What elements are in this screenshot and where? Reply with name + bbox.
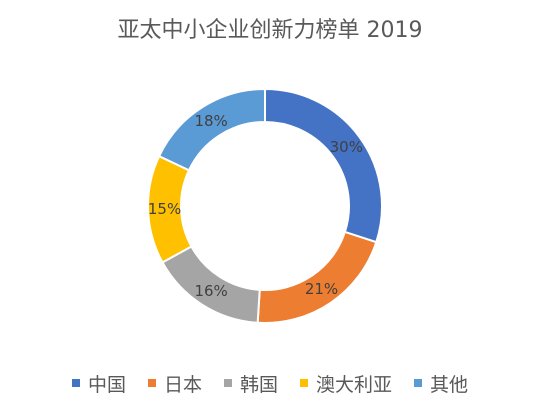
legend-label-korea: 韩国 bbox=[239, 373, 278, 396]
legend-item-australia: 澳大利亚 bbox=[300, 370, 392, 397]
legend-swatch-china bbox=[71, 379, 80, 387]
slice-china bbox=[264, 87, 383, 244]
slice-label-japan: 21% bbox=[305, 280, 338, 298]
legend-label-other: 其他 bbox=[430, 373, 469, 396]
slice-label-china: 30% bbox=[330, 138, 363, 156]
legend-label-australia: 澳大利亚 bbox=[316, 373, 393, 396]
slice-label-korea: 16% bbox=[194, 282, 227, 300]
legend-item-china: 中国 bbox=[71, 370, 126, 397]
chart-title: 亚太中小企业创新力榜单 2019 bbox=[117, 18, 423, 43]
legend-item-japan: 日本 bbox=[147, 370, 202, 397]
slice-other bbox=[157, 87, 266, 172]
slice-label-other: 18% bbox=[194, 112, 227, 130]
legend-swatch-other bbox=[414, 379, 423, 387]
legend-item-korea: 韩国 bbox=[223, 370, 278, 397]
legend-item-other: 其他 bbox=[414, 370, 468, 397]
legend-label-japan: 日本 bbox=[163, 373, 202, 396]
legend-swatch-japan bbox=[147, 379, 156, 387]
slice-label-australia: 15% bbox=[148, 200, 181, 218]
legend-swatch-australia bbox=[300, 379, 308, 387]
legend-label-china: 中国 bbox=[87, 373, 126, 396]
slice-japan bbox=[256, 230, 378, 324]
legend-swatch-korea bbox=[223, 379, 232, 387]
chart-legend: 中国 日本 韩国 澳大利亚 其他 bbox=[0, 370, 540, 396]
